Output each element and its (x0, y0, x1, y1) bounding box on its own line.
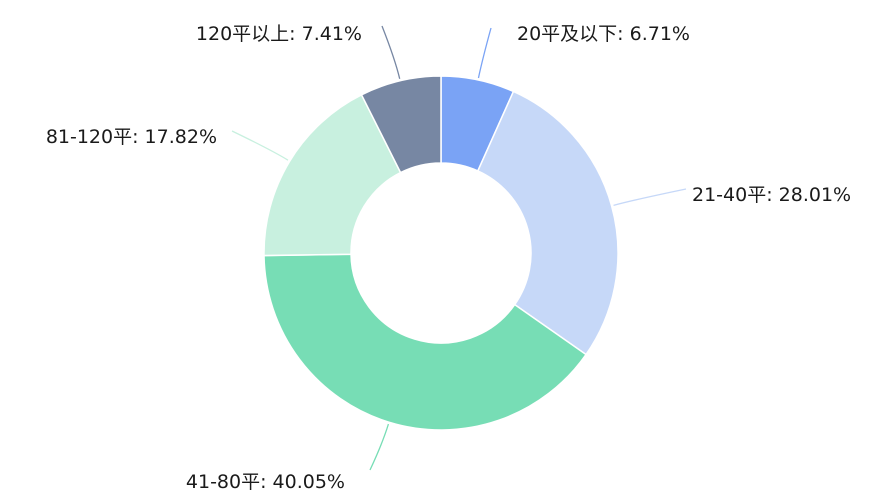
leader-line-0 (477, 27, 492, 79)
leader-line-2 (369, 423, 390, 471)
leader-line-4 (381, 25, 401, 79)
slice-4[interactable] (360, 75, 442, 174)
slice-1[interactable] (476, 90, 619, 356)
slice-3[interactable] (263, 93, 402, 257)
leader-line-3 (231, 130, 289, 161)
slice-label-4: 120平以上: 7.41% (196, 23, 362, 45)
slice-label-3: 81-120平: 17.82% (46, 126, 217, 148)
slice-label-1: 21-40平: 28.01% (692, 184, 851, 206)
slice-2[interactable] (263, 253, 588, 431)
leader-line-1 (613, 188, 687, 207)
slice-label-2: 41-80平: 40.05% (186, 471, 345, 493)
slice-label-0: 20平及以下: 6.71% (517, 23, 690, 45)
